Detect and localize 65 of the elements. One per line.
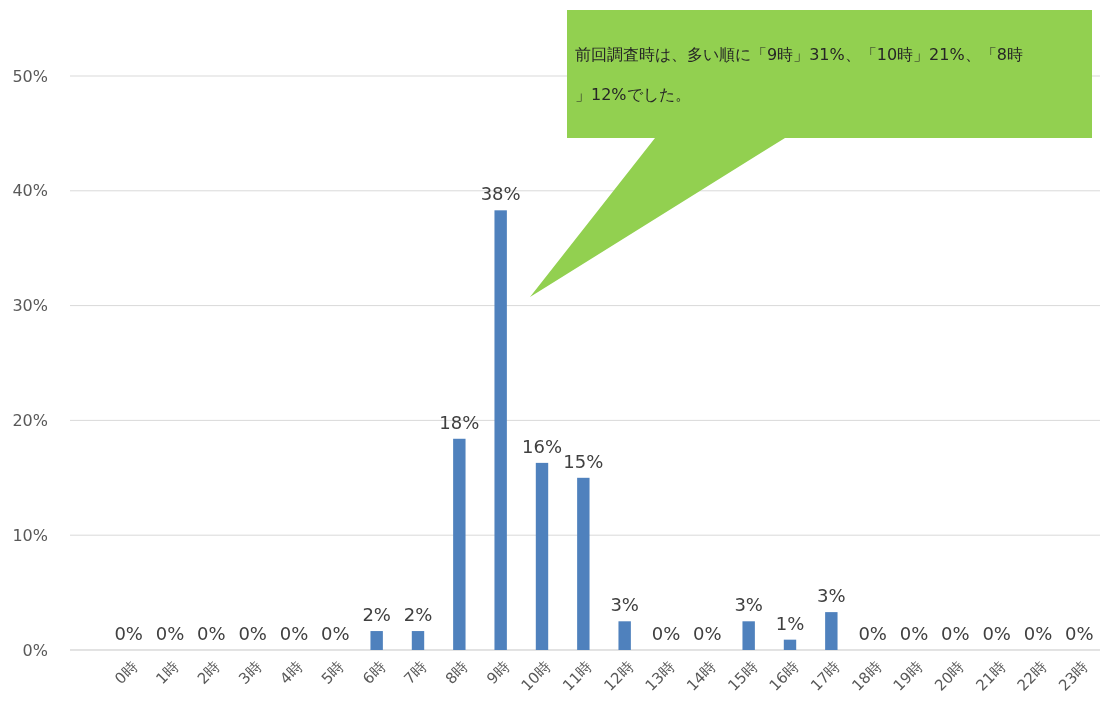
data-label: 0% (321, 623, 350, 644)
x-tick-label: 6時 (359, 657, 390, 688)
data-label: 2% (362, 604, 391, 626)
data-label: 3% (610, 594, 639, 616)
data-label: 0% (114, 623, 143, 644)
x-tick-label: 15時 (724, 657, 762, 695)
x-tick-label: 13時 (641, 657, 679, 695)
x-tick-label: 9時 (483, 657, 514, 688)
x-tick-label: 5時 (317, 657, 348, 688)
bar (825, 612, 838, 650)
x-tick-label: 10時 (517, 657, 555, 695)
x-tick-label: 0時 (111, 657, 142, 688)
x-tick-label: 3時 (235, 657, 266, 688)
data-label: 0% (279, 623, 309, 644)
data-label: 38% (480, 183, 521, 205)
data-label: 0% (197, 623, 226, 644)
data-label: 0% (155, 623, 185, 644)
y-tick-label: 0% (22, 640, 48, 660)
x-tick-label: 8時 (441, 657, 472, 688)
bar (535, 462, 549, 650)
data-label: 0% (651, 623, 681, 644)
y-tick-label: 10% (12, 525, 48, 545)
x-tick-label: 20時 (931, 657, 968, 695)
y-tick-label: 50% (12, 66, 48, 86)
x-tick-label: 22時 (1013, 657, 1051, 695)
data-label: 0% (1023, 623, 1053, 644)
x-tick-label: 14時 (683, 657, 720, 695)
data-label: 15% (563, 450, 604, 472)
data-label: 0% (238, 623, 267, 644)
x-tick-label: 7時 (400, 657, 431, 688)
data-label: 3% (734, 594, 763, 616)
x-tick-label: 11時 (559, 657, 596, 695)
bar (411, 631, 425, 650)
text: 前回調査時は、多い順に「9時」31%、「10時」21%、「8時」12%でした。 (575, 45, 1023, 104)
x-tick-label: 2時 (193, 657, 224, 688)
data-label: 0% (899, 623, 929, 644)
bar (742, 621, 755, 650)
x-tick-label: 16時 (765, 657, 803, 695)
y-tick-label: 40% (12, 181, 48, 201)
data-label: 16% (521, 435, 563, 457)
x-tick-label: 17時 (807, 657, 844, 695)
bar (577, 477, 590, 650)
x-tick-label: 23時 (1055, 657, 1092, 695)
data-label: 1% (775, 612, 805, 634)
bar (453, 438, 466, 650)
data-label: 0% (1065, 623, 1094, 644)
data-label: 2% (403, 604, 433, 626)
bar (494, 210, 507, 650)
data-label: 0% (693, 623, 722, 644)
data-label: 3% (817, 585, 846, 607)
x-tick-label: 18時 (848, 657, 886, 695)
data-label: 0% (858, 623, 887, 644)
x-tick-label: 12時 (600, 657, 638, 695)
bar (783, 639, 797, 650)
bar (370, 631, 383, 650)
x-tick-label: 19時 (889, 657, 927, 695)
x-tick-label: 4時 (276, 657, 307, 688)
data-label: 0% (982, 623, 1011, 644)
x-tick-label: 1時 (152, 657, 183, 688)
x-tick-label: 21時 (972, 657, 1010, 695)
y-tick-label: 30% (12, 296, 48, 316)
bar (618, 621, 631, 650)
data-label: 0% (941, 623, 970, 644)
data-label: 18% (439, 411, 480, 433)
y-tick-label: 20% (12, 411, 48, 430)
